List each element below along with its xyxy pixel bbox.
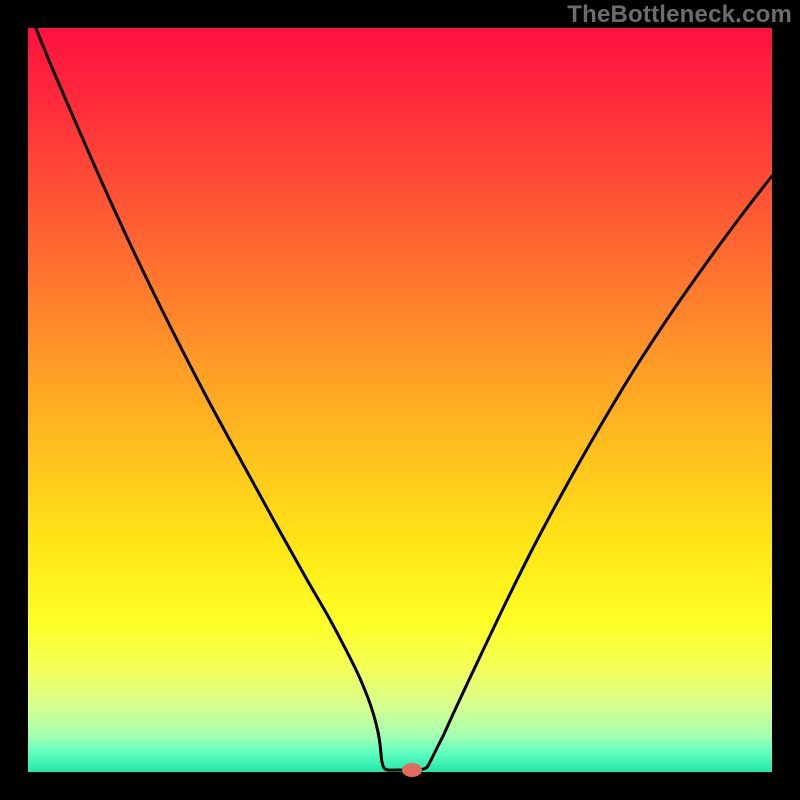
curve-path (28, 8, 772, 770)
optimal-point-marker (402, 763, 422, 777)
bottleneck-curve (0, 0, 800, 800)
watermark-text: TheBottleneck.com (567, 1, 792, 29)
